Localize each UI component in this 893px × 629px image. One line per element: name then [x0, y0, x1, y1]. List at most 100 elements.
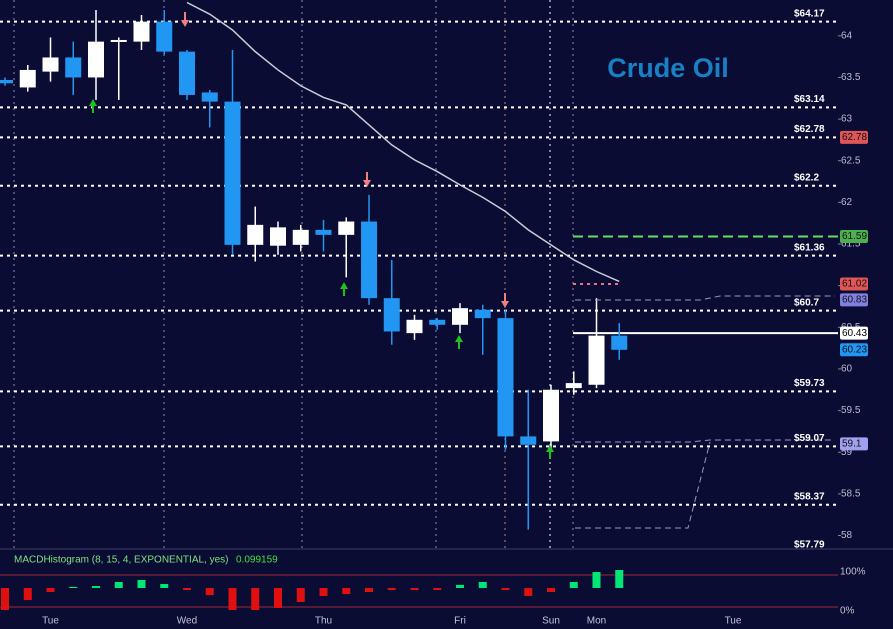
candle-body — [42, 57, 59, 72]
candle-body — [383, 298, 400, 332]
macd-bar — [251, 588, 260, 610]
price-badge-label: 60.83 — [842, 294, 867, 305]
macd-header — [0, 551, 893, 567]
price-badge-label: 62.78 — [842, 132, 867, 143]
y-tick-label: 59 — [841, 447, 853, 458]
signal-arrows — [89, 12, 554, 459]
macd-scale-label: 100% — [840, 567, 866, 578]
macd-bar — [137, 580, 146, 588]
candle-body — [452, 308, 468, 325]
candle-body — [88, 41, 104, 78]
macd-bar — [46, 588, 55, 592]
macd-bar — [433, 588, 442, 590]
level-label: $60.7 — [794, 297, 819, 308]
price-badge — [840, 326, 868, 340]
candle-body — [133, 21, 150, 42]
candle-body — [565, 383, 582, 389]
sell-arrow — [181, 20, 189, 27]
price-badge — [840, 343, 868, 357]
price-badge-label: 60.23 — [842, 344, 867, 355]
candle-body — [224, 101, 241, 245]
candle-body — [156, 21, 173, 52]
candle-body — [0, 79, 13, 84]
price-badge — [840, 130, 868, 144]
candle-body — [110, 39, 127, 42]
macd-bar — [569, 582, 578, 588]
candle-body — [201, 92, 218, 102]
macd-bar — [1, 588, 9, 610]
candle-body — [315, 229, 332, 235]
buy-arrow — [458, 342, 460, 349]
macd-bar — [547, 588, 555, 592]
y-tick-label: 58.5 — [841, 489, 861, 500]
macd-bar — [501, 588, 510, 590]
macd-bar — [410, 588, 419, 590]
macd-bar — [23, 588, 32, 600]
y-tick-label: 59.5 — [841, 405, 861, 416]
level-label: $61.36 — [794, 242, 825, 253]
candle-body — [474, 309, 491, 319]
x-tick-label: Tue — [42, 616, 59, 627]
x-tick-label: Sun — [542, 616, 560, 627]
macd-bar — [205, 588, 214, 596]
macd-scale-label: 0% — [840, 606, 855, 617]
y-tick-label: 60 — [841, 364, 853, 375]
candle-body — [406, 319, 423, 334]
candle-body — [19, 69, 36, 88]
buy-arrow — [549, 452, 551, 459]
macd-bar — [456, 584, 464, 588]
sell-arrow — [501, 301, 509, 308]
plot — [0, 1, 841, 554]
sell-arrow — [363, 180, 371, 187]
y-tick-label: 64 — [841, 30, 853, 41]
candle-body — [338, 221, 355, 235]
moving-average — [186, 1, 620, 283]
price-badge-label: 61.59 — [842, 231, 867, 242]
macd-bar — [524, 588, 533, 596]
macd-bar — [342, 588, 351, 594]
candle-body — [543, 389, 559, 442]
macd-bar — [387, 588, 396, 590]
projection — [575, 439, 835, 443]
level-label: $57.79 — [794, 540, 825, 551]
price-badge-label: 60.43 — [842, 328, 867, 339]
x-tick-label: Thu — [315, 616, 332, 627]
price-badge — [840, 230, 868, 244]
chart-title: Crude Oil — [607, 53, 729, 83]
buy-arrow — [340, 282, 348, 289]
candle-body — [179, 51, 195, 95]
macd-bar — [274, 588, 282, 608]
candle-body — [611, 335, 628, 350]
macd-last-value: 0.099159 — [236, 555, 278, 566]
level-label: $59.07 — [794, 433, 825, 444]
macd-label: MACDHistogram (8, 15, 4, EXPONENTIAL, ye… — [14, 555, 229, 566]
macd-bar — [319, 588, 328, 596]
candle-body — [588, 335, 605, 385]
price-badge — [840, 277, 868, 291]
y-tick-label: 63.5 — [841, 72, 861, 83]
y-tick-label: 61.5 — [841, 239, 861, 250]
candle-body — [429, 319, 446, 325]
price-badge-label: 59.1 — [842, 439, 862, 450]
macd-bar — [615, 569, 624, 588]
level-label: $59.73 — [794, 378, 825, 389]
macd-bar — [365, 588, 373, 592]
candle-body — [292, 229, 309, 245]
macd-bar — [183, 588, 191, 590]
y-tick-label: 62.5 — [841, 155, 861, 166]
buy-arrow — [343, 289, 345, 296]
candle-body — [65, 57, 82, 78]
candle-body — [520, 436, 537, 445]
y-tick-label: 62 — [841, 197, 853, 208]
y-tick-label: 63 — [841, 114, 853, 125]
macd-bar — [69, 586, 78, 588]
buy-arrow — [455, 335, 463, 342]
sell-arrow — [184, 12, 186, 20]
level-label: $58.37 — [794, 491, 825, 502]
level-label: $63.14 — [794, 94, 825, 105]
buy-arrow — [546, 445, 554, 452]
candle-body — [361, 221, 377, 299]
sell-arrow — [504, 293, 506, 301]
